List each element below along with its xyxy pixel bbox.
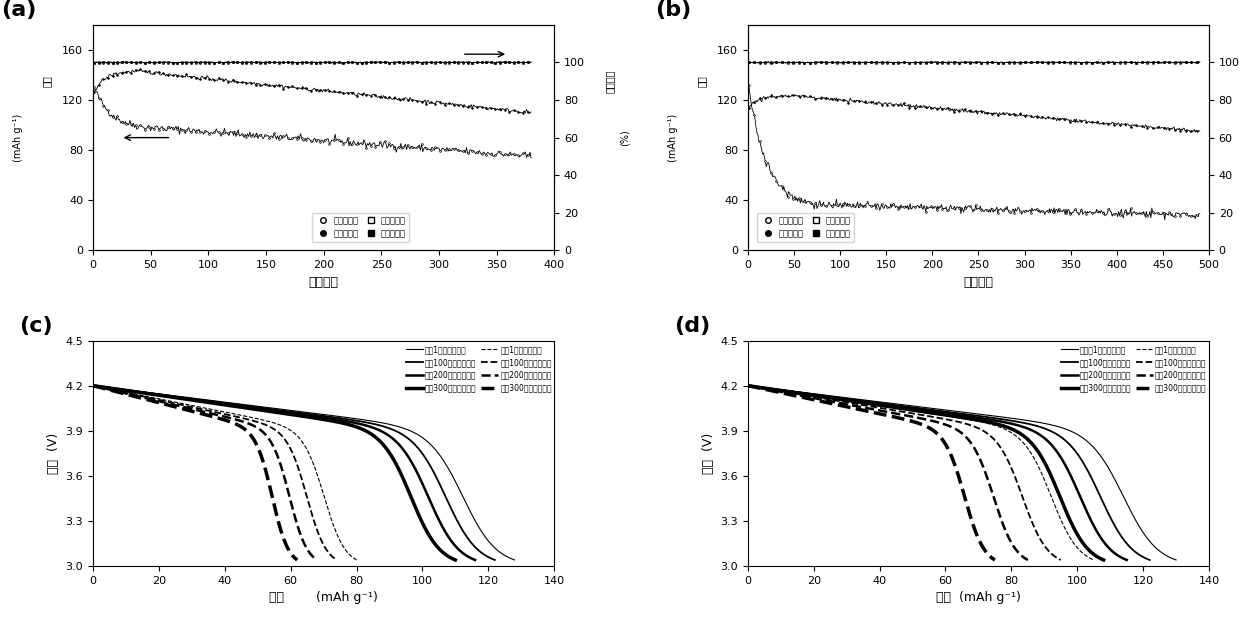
- Legend: 未修饰隔膜, 镁修饰隔膜, 未修饰隔膜, 镁修饰隔膜: 未修饰隔膜, 镁修饰隔膜, 未修饰隔膜, 镁修饰隔膜: [756, 213, 854, 242]
- Text: (d): (d): [675, 315, 711, 335]
- Legend: 未修饰隔膜, 镁修饰隔膜, 未修饰隔膜, 镁修饰隔膜: 未修饰隔膜, 镁修饰隔膜, 未修饰隔膜, 镁修饰隔膜: [311, 213, 409, 242]
- Y-axis label: (mAh g⁻¹): (mAh g⁻¹): [668, 113, 678, 162]
- Text: 容量: 容量: [42, 75, 52, 87]
- Legend: 镁循环1次镁修饰隔膜, 循环100次镁修饰隔膜, 循环200次镁修饰隔膜, 循环300次镁修饰隔膜, 循环1次未修饰隔膜, 循环100次未修饰隔膜, 循环200: 镁循环1次镁修饰隔膜, 循环100次镁修饰隔膜, 循环200次镁修饰隔膜, 循环…: [1058, 342, 1210, 396]
- Text: 容量: 容量: [697, 75, 707, 87]
- Text: (a): (a): [1, 0, 36, 20]
- Y-axis label: (mAh g⁻¹): (mAh g⁻¹): [14, 113, 24, 162]
- Text: 库伦效率: 库伦效率: [604, 70, 615, 93]
- Legend: 循环1次镁修饰隔膜, 循环100次镁修饰隔膜, 循环200次镁修饰隔膜, 循环300次镁修饰隔膜, 循环1次未修饰隔膜, 循环100次未修饰隔膜, 循环200次: 循环1次镁修饰隔膜, 循环100次镁修饰隔膜, 循环200次镁修饰隔膜, 循环3…: [403, 342, 556, 396]
- Y-axis label: 电压  (V): 电压 (V): [702, 433, 714, 474]
- X-axis label: 容量        (mAh g⁻¹): 容量 (mAh g⁻¹): [269, 592, 378, 605]
- X-axis label: 容量  (mAh g⁻¹): 容量 (mAh g⁻¹): [936, 592, 1021, 605]
- Text: (b): (b): [656, 0, 692, 20]
- X-axis label: 循环周数: 循环周数: [309, 276, 339, 289]
- X-axis label: 循环周数: 循环周数: [963, 276, 993, 289]
- Y-axis label: 电压  (V): 电压 (V): [47, 433, 60, 474]
- Y-axis label: (%): (%): [620, 129, 630, 146]
- Text: (c): (c): [19, 315, 53, 335]
